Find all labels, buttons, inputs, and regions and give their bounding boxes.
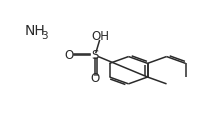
Text: O: O (90, 72, 100, 84)
Text: OH: OH (92, 30, 110, 43)
Text: S: S (91, 49, 99, 62)
Text: NH: NH (25, 24, 46, 38)
Text: 3: 3 (41, 31, 47, 41)
Text: O: O (64, 49, 74, 62)
